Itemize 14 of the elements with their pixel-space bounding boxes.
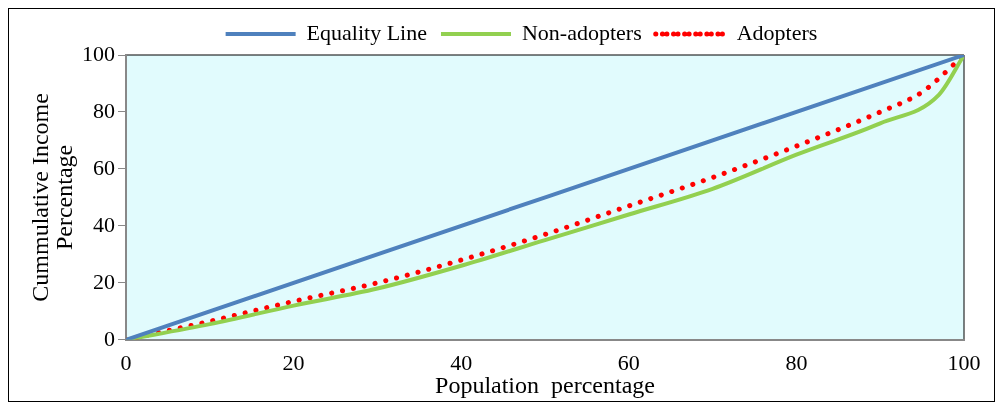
- x-tick-label: 100: [947, 349, 981, 375]
- y-axis-title: Cummulative Income Percentage: [27, 93, 78, 302]
- y-tick-label: 80: [93, 97, 115, 123]
- y-tick-label: 100: [82, 40, 115, 66]
- legend-label: Equality Line: [306, 19, 427, 45]
- y-tick-label: 40: [93, 211, 115, 237]
- y-tick-label: 60: [93, 154, 115, 180]
- legend-label: Adopters: [736, 19, 818, 45]
- legend-label: Non-adopters: [521, 19, 642, 45]
- x-tick-label: 80: [785, 349, 808, 375]
- x-tick-label: 0: [120, 349, 132, 375]
- y-tick-label: 0: [104, 325, 115, 351]
- x-tick-label: 20: [282, 349, 305, 375]
- y-tick-label: 20: [93, 268, 115, 294]
